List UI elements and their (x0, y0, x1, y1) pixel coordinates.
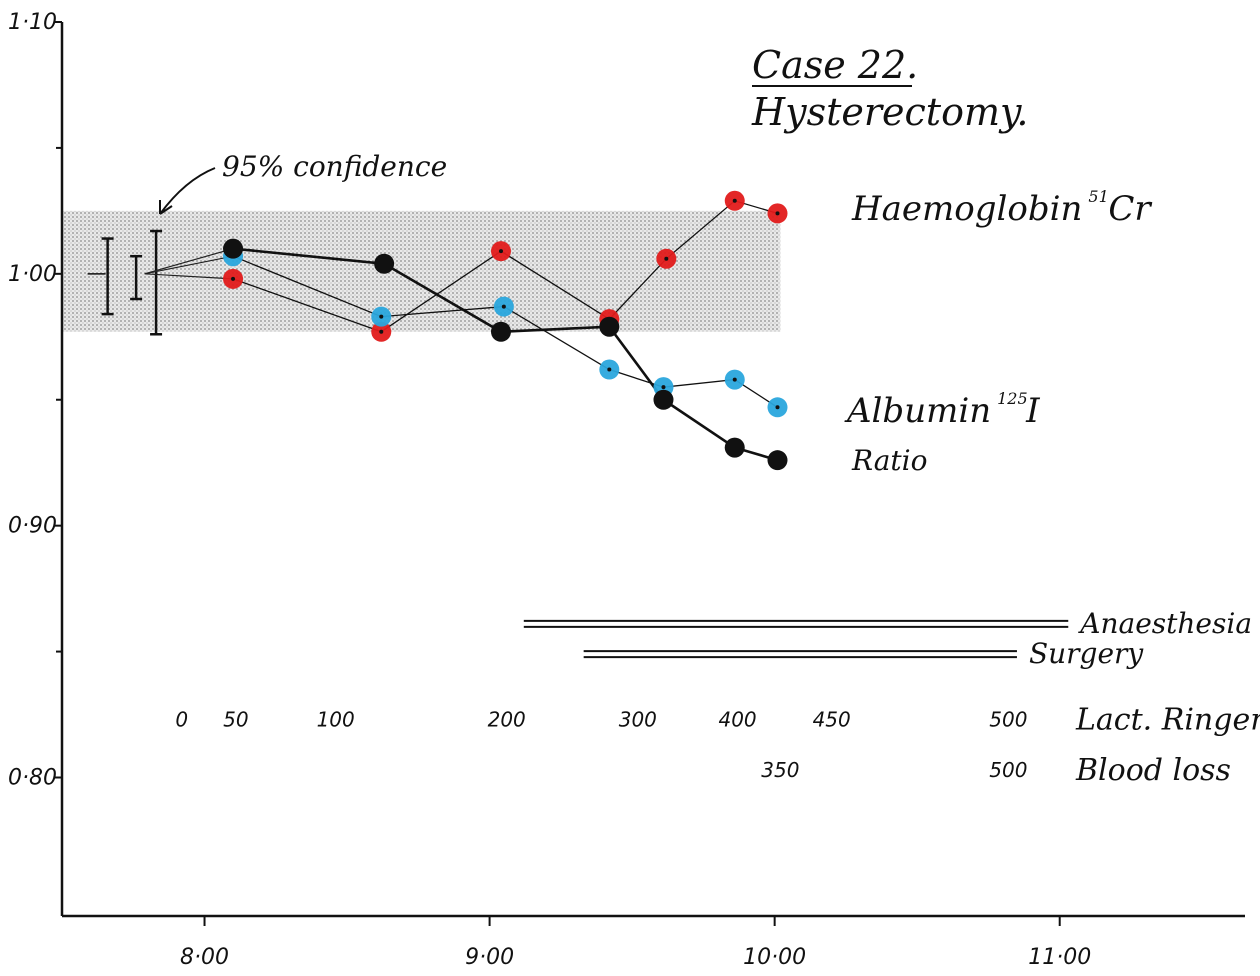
row-value: 500 (989, 708, 1027, 732)
series-label-1: Albumin (844, 391, 991, 431)
row-value: 50 (223, 708, 248, 732)
point-center-dot (231, 276, 236, 281)
point-center-dot (661, 385, 666, 390)
point-center-dot (732, 198, 737, 203)
point-center-dot (775, 405, 780, 410)
x-tick-label: 9·00 (465, 945, 514, 970)
series-points (223, 190, 788, 471)
confidence-label: 95% confidence (222, 150, 447, 183)
point-ratio (490, 321, 511, 342)
point-center-dot (664, 256, 669, 261)
point-center-dot (379, 314, 384, 319)
point-ratio (767, 450, 788, 471)
x-tick-label: 10·00 (743, 945, 806, 970)
point-center-dot (607, 367, 612, 372)
row-value: 100 (317, 708, 355, 732)
point-center-dot (501, 304, 506, 309)
y-ticks: 0·80 0·90 1·00 1·10 (8, 10, 62, 790)
point-center-dot (732, 377, 737, 382)
series-label-tail-0: Cr (1108, 189, 1152, 229)
value-rows: 0 50 100 200 300 400 450 500 Lact. Ringer's 350 50… (175, 703, 1260, 788)
point-ratio (374, 253, 395, 274)
row-value: 0 (175, 708, 188, 732)
row-value: 300 (619, 708, 657, 732)
series-label-sup-1: 125 (997, 389, 1028, 408)
series-label-tail-1: I (1025, 391, 1040, 431)
row-value: 200 (488, 708, 526, 732)
confidence-bars (101, 229, 163, 336)
point-ratio (724, 437, 745, 458)
point-center-dot (379, 329, 384, 334)
y-tick-label: 0·90 (8, 514, 57, 539)
point-center-dot (775, 211, 780, 216)
row-value: 400 (718, 708, 756, 732)
procedure-label-0: Anaesthesia (1077, 607, 1252, 640)
row-label-1: Blood loss (1075, 753, 1231, 788)
series-lead-line (144, 273, 234, 280)
series-label-0: Haemoglobin (851, 189, 1082, 229)
x-tick-label: 8·00 (180, 945, 229, 970)
series-label-2: Ratio (851, 444, 927, 477)
point-center-dot (498, 249, 503, 254)
confidence-band (62, 210, 781, 332)
series-lead-line (144, 248, 234, 275)
chart-subtitle: Hysterectomy. (751, 90, 1028, 134)
y-tick-label: 1·10 (8, 10, 57, 35)
procedure-label-1: Surgery (1029, 637, 1144, 670)
x-ticks: 8·00 9·00 10·00 11·00 (180, 916, 1091, 970)
y-tick-label: 0·80 (8, 765, 57, 790)
chart-title: Case 22. (752, 43, 918, 87)
point-ratio (599, 316, 620, 337)
point-ratio (653, 389, 674, 410)
y-tick-label: 1·00 (8, 262, 57, 287)
point-ratio (223, 238, 244, 259)
confidence-arrow (159, 167, 216, 215)
x-tick-label: 11·00 (1028, 945, 1091, 970)
series-label-sup-0: 51 (1088, 187, 1108, 206)
series-lead-line (144, 255, 234, 275)
row-value: 350 (761, 758, 799, 782)
row-label-0: Lact. Ringer's (1075, 703, 1260, 738)
row-value: 450 (813, 708, 851, 732)
row-value: 500 (989, 758, 1027, 782)
